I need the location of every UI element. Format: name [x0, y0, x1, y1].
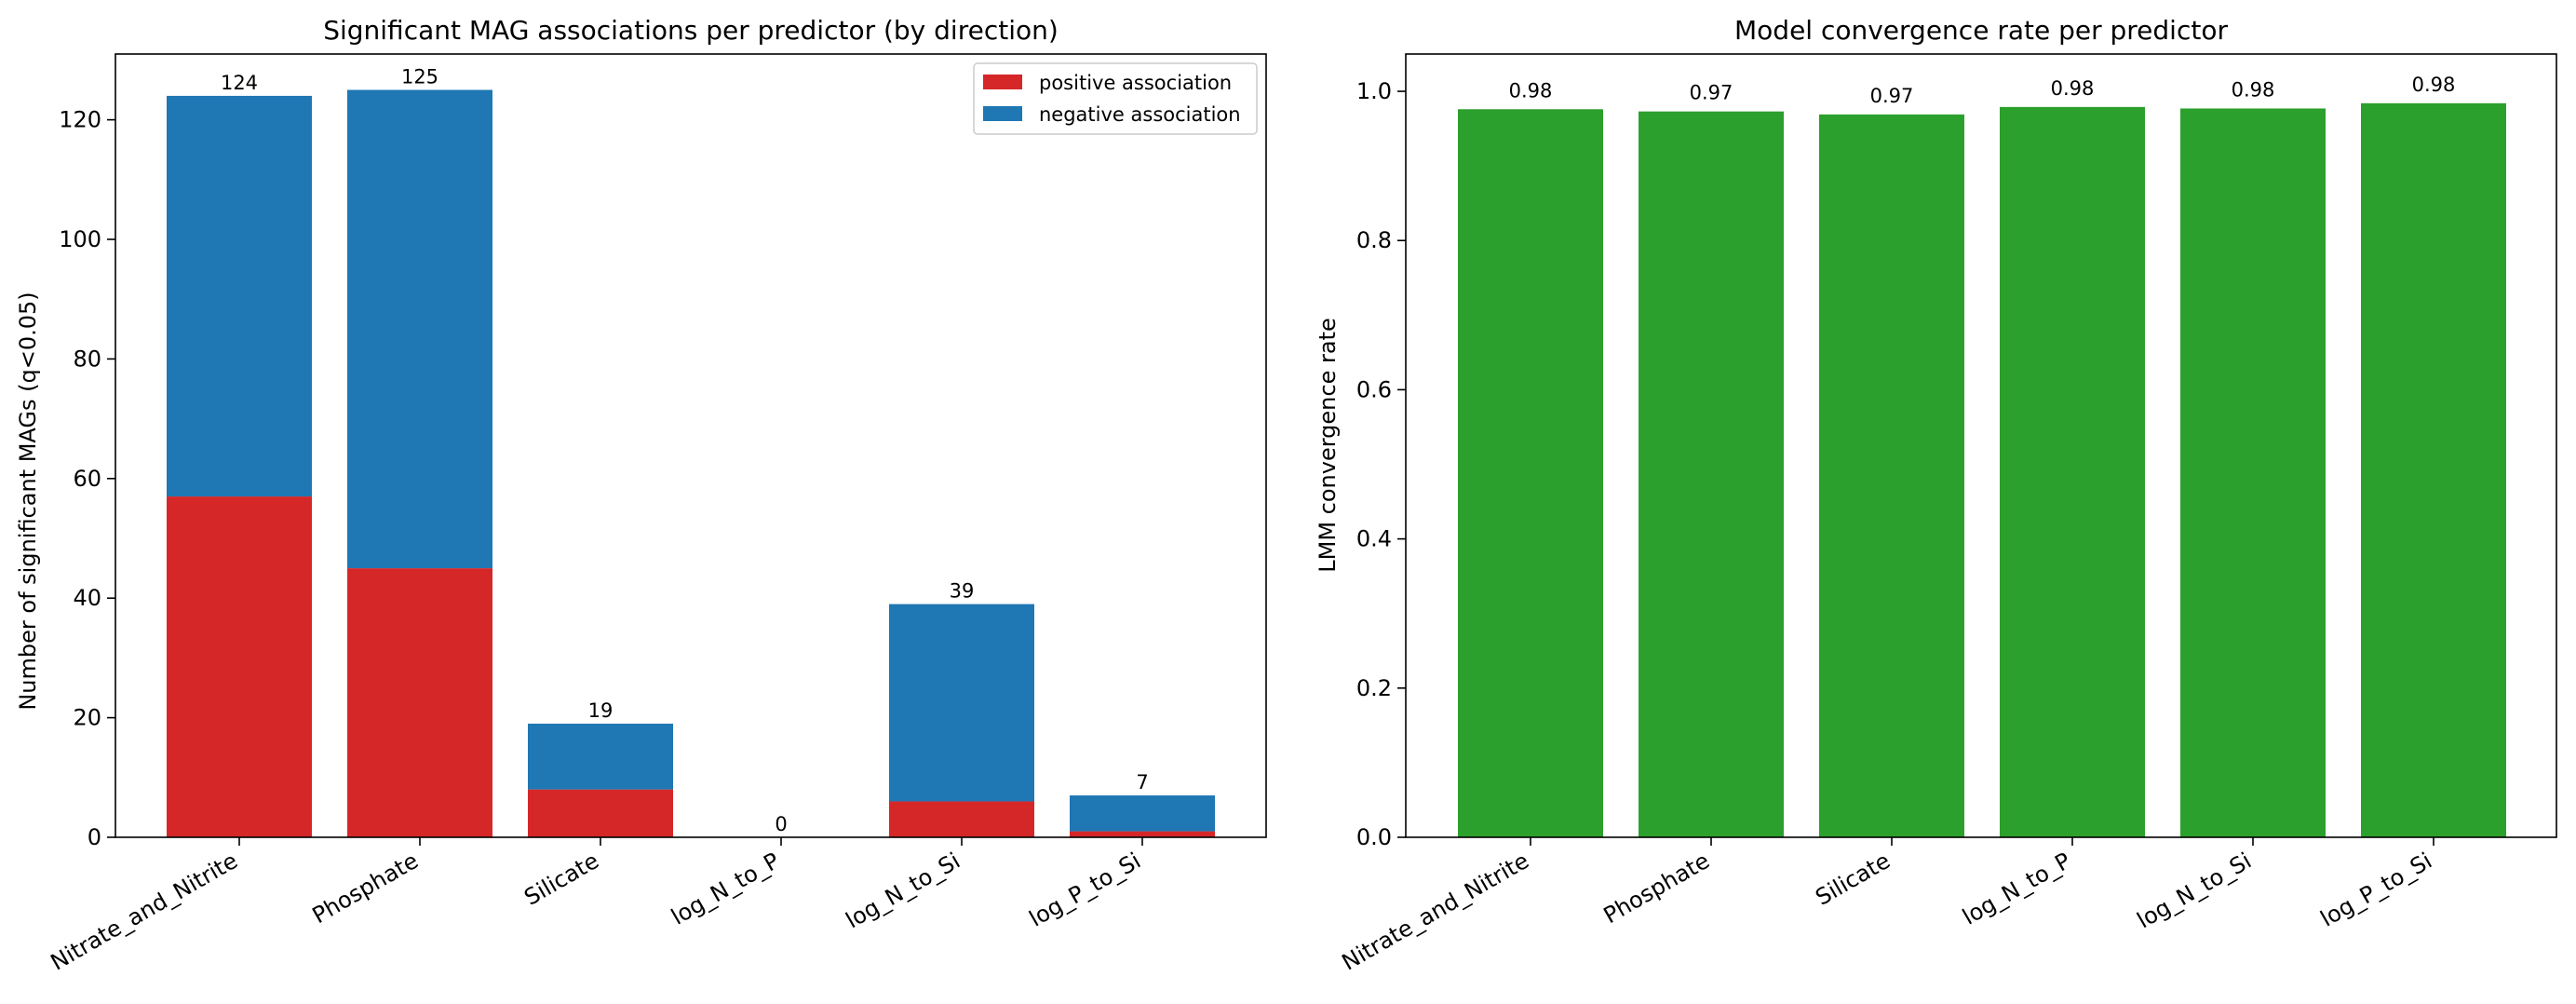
bar-negative	[167, 95, 312, 497]
bar-negative	[1070, 795, 1215, 832]
bar-total-label: 124	[221, 72, 258, 94]
y-tick-label: 0.6	[1356, 376, 1392, 402]
bar-total-label: 7	[1136, 771, 1148, 794]
x-tick-label: Nitrate_and_Nitrite	[1338, 848, 1533, 976]
x-tick-label: log_N_to_P	[1958, 848, 2075, 930]
bar	[1819, 114, 1964, 838]
y-tick-label: 0.4	[1356, 526, 1392, 552]
bar	[2000, 106, 2145, 838]
bar	[1639, 111, 1784, 837]
y-tick-label: 60	[73, 466, 101, 492]
bar-total-label: 125	[401, 66, 438, 88]
bar-value-label: 0.98	[2232, 78, 2275, 101]
y-tick-label: 80	[73, 346, 101, 372]
y-axis-label: LMM convergence rate	[1315, 318, 1341, 572]
legend: positive association negative associatio…	[973, 62, 1258, 135]
data-labels: 0.98 0.97 0.97 0.98 0.98 0.98	[1509, 74, 2456, 107]
y-tick-label: 0.2	[1356, 675, 1392, 701]
bars	[167, 89, 1215, 837]
bar-positive	[889, 801, 1034, 837]
bar-value-label: 0.98	[1509, 79, 1553, 102]
x-tick-label: log_P_to_Si	[2316, 848, 2436, 932]
y-axis-label: Number of significant MAGs (q<0.05)	[15, 292, 41, 710]
x-tick-label: Silicate	[1811, 848, 1895, 911]
bar-positive	[1070, 831, 1215, 837]
y-tick-label: 1.0	[1356, 78, 1392, 104]
y-tick-label: 120	[59, 107, 101, 133]
bar-positive	[528, 789, 673, 837]
x-tick-label: log_N_to_Si	[2133, 848, 2256, 934]
y-tick-label: 100	[59, 226, 101, 252]
y-tick-label: 20	[73, 705, 101, 731]
bar-total-label: 19	[588, 699, 614, 722]
bar-positive	[347, 568, 492, 837]
legend-swatch-negative	[983, 106, 1022, 121]
x-tick-label: Nitrate_and_Nitrite	[47, 848, 242, 976]
y-tick-label: 40	[73, 585, 101, 611]
bar-total-label: 0	[775, 813, 787, 835]
chart-title: Significant MAG associations per predict…	[323, 15, 1059, 46]
chart-title: Model convergence rate per predictor	[1734, 15, 2228, 46]
x-tick-label: log_N_to_P	[667, 848, 784, 930]
y-tick-label: 0.8	[1356, 227, 1392, 253]
x-tick-label: Silicate	[519, 848, 603, 911]
panel-associations: Significant MAG associations per predict…	[15, 15, 1267, 976]
bar-negative	[889, 604, 1034, 802]
bar-value-label: 0.98	[2051, 77, 2095, 100]
y-tick-label: 0	[88, 824, 101, 850]
y-axis-ticks: 0 20 40 60 80 100 120	[59, 107, 115, 850]
bar-positive	[167, 496, 312, 837]
legend-label-positive: positive association	[1039, 72, 1232, 94]
bar-value-label: 0.97	[1870, 85, 1914, 107]
bar-value-label: 0.98	[2412, 74, 2456, 96]
y-axis-ticks: 0.0 0.2 0.4 0.6 0.8 1.0	[1356, 78, 1406, 850]
x-tick-label: Phosphate	[308, 848, 423, 929]
bar	[2180, 108, 2326, 837]
legend-label-negative: negative association	[1039, 103, 1241, 126]
bar	[1458, 109, 1603, 837]
x-tick-label: Phosphate	[1599, 848, 1714, 929]
x-tick-label: log_N_to_Si	[842, 848, 964, 934]
bar-negative	[528, 724, 673, 790]
x-tick-label: log_P_to_Si	[1025, 848, 1145, 932]
x-axis-ticks: Nitrate_and_Nitrite Phosphate Silicate log_…	[47, 837, 1145, 976]
bar-negative	[347, 89, 492, 569]
axes-frame	[115, 53, 1267, 838]
legend-box	[973, 62, 1258, 135]
x-axis-ticks: Nitrate_and_Nitrite Phosphate Silicate log_…	[1338, 837, 2436, 976]
bar	[2361, 102, 2506, 837]
axes-frame	[1405, 53, 2557, 838]
data-labels: 124 125 19 0 39 7	[221, 66, 1149, 835]
bars	[1458, 102, 2506, 838]
bar-value-label: 0.97	[1690, 82, 1733, 104]
legend-swatch-positive	[983, 75, 1022, 89]
y-tick-label: 0.0	[1356, 824, 1392, 850]
bar-total-label: 39	[950, 580, 975, 603]
panel-convergence: Model convergence rate per predictor LMM…	[1315, 15, 2557, 976]
